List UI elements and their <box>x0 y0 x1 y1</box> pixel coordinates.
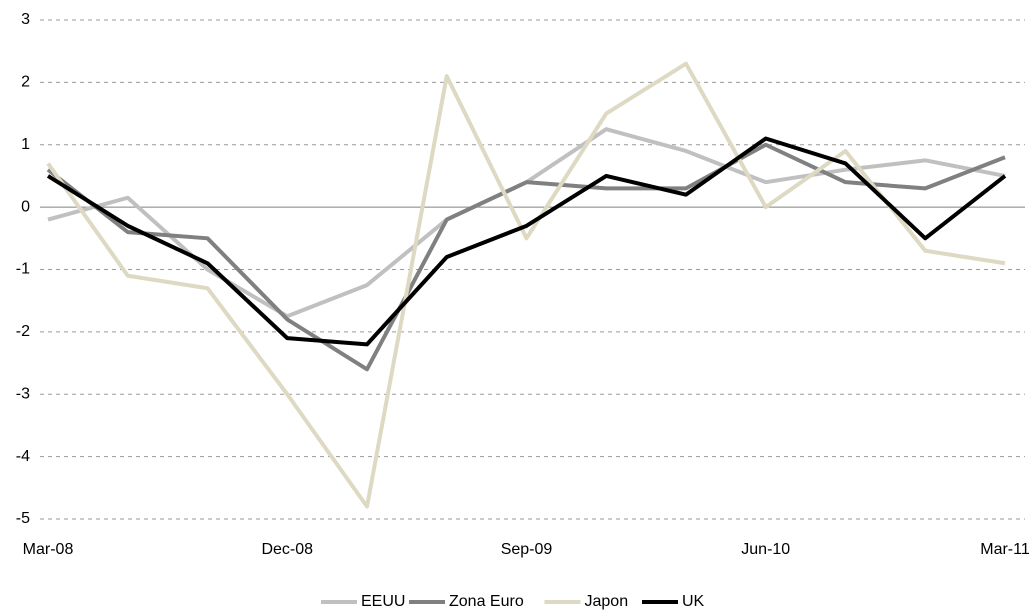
x-tick-label: Mar-11 <box>980 541 1030 558</box>
x-tick-label: Mar-08 <box>23 541 74 558</box>
series-line <box>46 142 1006 372</box>
legend-label: Zona Euro <box>449 593 524 610</box>
y-tick-label: 3 <box>21 11 30 28</box>
y-tick-label: -5 <box>16 510 30 527</box>
y-tick-label: 0 <box>21 198 30 215</box>
y-tick-label: -2 <box>16 323 30 340</box>
y-tick-label: 2 <box>21 74 30 91</box>
y-tick-label: -4 <box>16 448 30 465</box>
x-tick-label: Dec-08 <box>261 541 313 558</box>
x-tick-label: Sep-09 <box>501 541 553 558</box>
series-line <box>47 127 1006 319</box>
x-tick-label: Jun-10 <box>741 541 790 558</box>
y-tick-label: -1 <box>16 261 30 278</box>
legend-label: Japon <box>585 593 629 610</box>
legend-label: EEUU <box>361 593 405 610</box>
series-line <box>46 61 1006 509</box>
y-tick-label: 1 <box>21 136 30 153</box>
series-line <box>46 136 1007 347</box>
y-tick-label: -3 <box>16 385 30 402</box>
legend-label: UK <box>682 593 705 610</box>
